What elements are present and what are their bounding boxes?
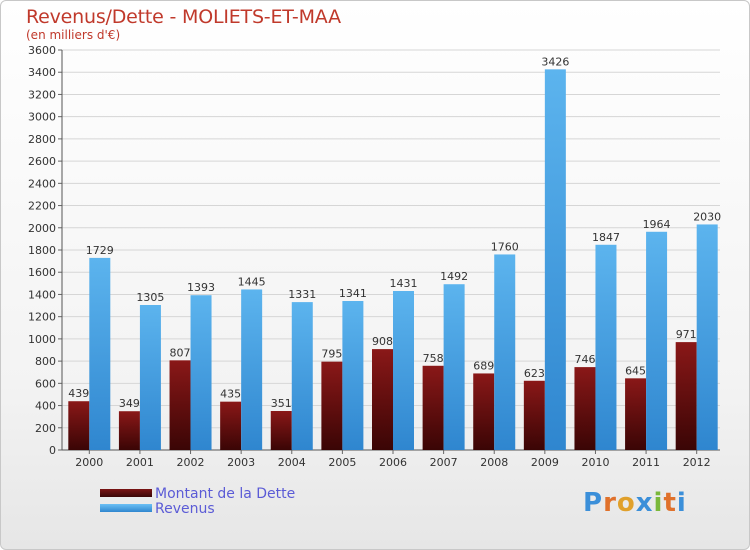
data-label-revenus: 1492 <box>440 270 468 283</box>
data-label-revenus: 1331 <box>288 288 316 301</box>
legend-swatch-revenus <box>100 504 152 512</box>
bar-revenus <box>342 301 364 450</box>
bar-revenus <box>696 224 718 450</box>
x-tick-label: 2005 <box>328 456 356 469</box>
y-tick-label: 800 <box>35 355 56 368</box>
x-tick-label: 2006 <box>379 456 407 469</box>
x-tick-label: 2007 <box>430 456 458 469</box>
bar-revenus <box>544 69 566 450</box>
data-label-revenus: 1729 <box>86 244 114 257</box>
proxiti-logo: Proxiti <box>583 488 687 518</box>
bar-dette <box>473 373 495 450</box>
x-tick-label: 2004 <box>278 456 306 469</box>
data-label-revenus: 3426 <box>541 55 569 68</box>
data-label-dette: 807 <box>170 346 191 359</box>
chart-subtitle: (en milliers d'€) <box>26 28 121 42</box>
x-tick-label: 2000 <box>75 456 103 469</box>
bar-dette <box>118 411 140 450</box>
data-label-revenus: 1847 <box>592 231 620 244</box>
x-tick-label: 2001 <box>126 456 154 469</box>
y-tick-label: 3000 <box>28 111 56 124</box>
bar-revenus <box>291 302 313 450</box>
x-tick-label: 2012 <box>683 456 711 469</box>
x-tick-label: 2003 <box>227 456 255 469</box>
bar-dette <box>372 349 393 450</box>
y-tick-label: 1000 <box>28 333 56 346</box>
y-tick-label: 3600 <box>28 44 56 57</box>
x-tick-label: 2002 <box>177 456 205 469</box>
bar-revenus <box>241 289 263 450</box>
data-label-revenus: 1341 <box>339 287 367 300</box>
legend-label-dette: Montant de la Dette <box>155 486 296 502</box>
x-tick-label: 2009 <box>531 456 559 469</box>
y-tick-label: 400 <box>35 400 56 413</box>
data-label-revenus: 1305 <box>136 291 164 304</box>
bar-dette <box>523 380 545 450</box>
y-tick-label: 2800 <box>28 133 56 146</box>
y-tick-label: 2400 <box>28 177 56 190</box>
y-tick-label: 2000 <box>28 222 56 235</box>
bar-dette <box>220 401 242 450</box>
bar-dette <box>422 365 444 450</box>
bar-revenus <box>190 295 212 450</box>
y-tick-label: 0 <box>49 444 56 457</box>
data-label-revenus: 1393 <box>187 281 215 294</box>
bar-revenus <box>595 244 617 450</box>
bar-dette <box>68 401 90 450</box>
bar-dette <box>625 378 647 450</box>
data-label-revenus: 1431 <box>390 277 418 290</box>
bar-dette <box>574 367 596 450</box>
y-tick-label: 1400 <box>28 288 56 301</box>
data-label-revenus: 2030 <box>693 210 721 223</box>
data-label-dette: 439 <box>68 387 89 400</box>
data-label-revenus: 1964 <box>643 218 671 231</box>
bar-revenus <box>139 305 161 450</box>
bar-dette <box>270 411 292 450</box>
bar-revenus <box>393 291 414 450</box>
x-tick-label: 2010 <box>581 456 609 469</box>
bar-dette <box>675 342 697 450</box>
data-label-dette: 758 <box>423 352 444 365</box>
data-label-dette: 623 <box>524 367 545 380</box>
data-label-dette: 971 <box>676 328 697 341</box>
data-label-dette: 746 <box>574 353 595 366</box>
y-tick-label: 1200 <box>28 311 56 324</box>
data-label-revenus: 1760 <box>491 240 519 253</box>
bar-revenus <box>494 254 516 450</box>
data-label-dette: 645 <box>625 364 646 377</box>
x-tick-label: 2008 <box>480 456 508 469</box>
y-tick-label: 2600 <box>28 155 56 168</box>
data-label-revenus: 1445 <box>238 275 266 288</box>
data-label-dette: 908 <box>372 335 393 348</box>
legend-swatch-dette <box>100 489 152 497</box>
y-tick-label: 3400 <box>28 66 56 79</box>
bar-revenus <box>443 284 465 450</box>
y-tick-label: 3200 <box>28 88 56 101</box>
chart-title: Revenus/Dette - MOLIETS-ET-MAA <box>26 6 341 28</box>
data-label-dette: 795 <box>321 348 342 361</box>
y-tick-label: 1800 <box>28 244 56 257</box>
y-tick-label: 2200 <box>28 200 56 213</box>
data-label-dette: 349 <box>119 397 140 410</box>
bar-revenus <box>646 231 668 450</box>
y-tick-label: 600 <box>35 377 56 390</box>
data-label-dette: 435 <box>220 388 241 401</box>
bar-dette <box>321 361 343 450</box>
legend-label-revenus: Revenus <box>155 501 215 517</box>
data-label-dette: 689 <box>473 359 494 372</box>
bar-revenus <box>89 257 111 450</box>
bar-dette <box>169 360 191 450</box>
x-tick-label: 2011 <box>632 456 660 469</box>
y-tick-label: 200 <box>35 422 56 435</box>
data-label-dette: 351 <box>271 397 292 410</box>
y-tick-label: 1600 <box>28 266 56 279</box>
